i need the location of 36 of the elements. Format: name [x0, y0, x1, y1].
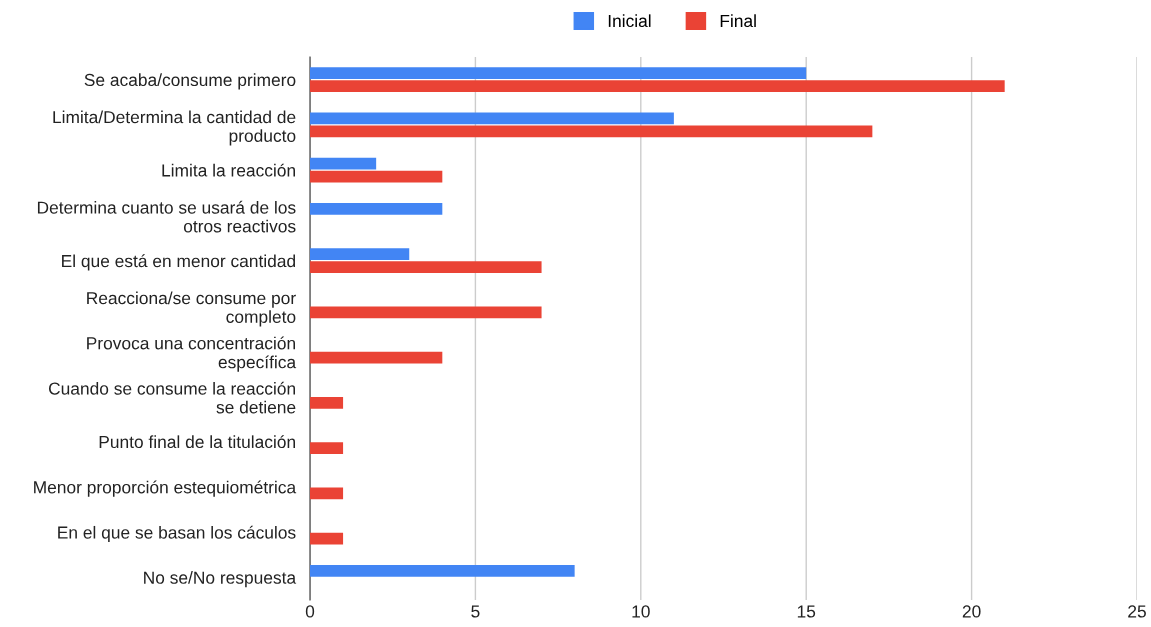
- bar: [310, 306, 542, 319]
- x-tick-label: 10: [632, 605, 650, 618]
- y-tick-label: El que está en menor cantidad: [62, 254, 296, 271]
- bar: [310, 125, 873, 138]
- y-tick-label: Limita/Determina la cantidad de producto: [53, 110, 296, 146]
- y-tick-label: Limita la reacción: [162, 163, 295, 177]
- y-tick-label: Reacciona/se consume por completo: [87, 291, 296, 327]
- x-tick-label: 5: [471, 605, 480, 618]
- bar: [310, 396, 344, 409]
- x-tick-label: 15: [797, 605, 816, 618]
- bar: [310, 442, 344, 454]
- bar: [310, 565, 575, 577]
- legend-label: Final: [720, 14, 756, 28]
- y-tick-label: Se acaba/consume primero: [84, 73, 296, 90]
- bar: [310, 487, 344, 500]
- bar: [310, 80, 1005, 92]
- x-tick-label: 0: [305, 605, 315, 618]
- y-tick-label: Cuando se consume la reacción se detiene: [48, 381, 296, 414]
- bar: [310, 67, 807, 80]
- x-tick-label: 25: [1128, 605, 1146, 618]
- bar: [310, 261, 542, 273]
- y-tick-label: Provoca una concentración específica: [87, 336, 297, 372]
- legend-label: Inicial: [608, 14, 651, 28]
- bar: [310, 532, 344, 545]
- bar: [310, 112, 674, 125]
- bar: [310, 170, 443, 183]
- y-tick-label: Punto final de la titulación: [99, 435, 295, 449]
- bar: [310, 351, 443, 364]
- bar: [310, 203, 443, 215]
- bar: [310, 157, 377, 170]
- y-tick-label: En el que se basan los cáculos: [58, 525, 296, 543]
- y-tick-label: No se/No respuesta: [144, 571, 297, 588]
- bar: [310, 248, 410, 261]
- y-tick-label: Determina cuanto se usará de los otros reactivos: [37, 200, 296, 233]
- x-tick-label: 20: [962, 605, 981, 618]
- y-tick-label: Menor proporción estequiométrica: [34, 480, 297, 497]
